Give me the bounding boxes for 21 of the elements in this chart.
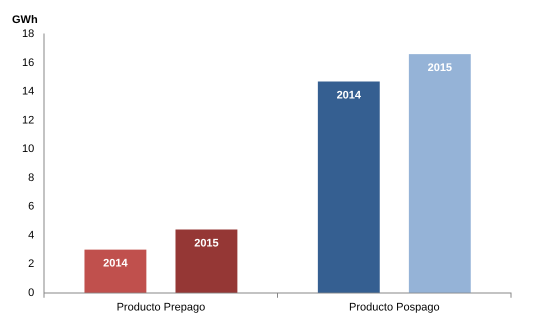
text: 2014 xyxy=(336,89,362,102)
y-tick-label: 2 xyxy=(28,258,34,270)
x-tick-label: Producto Prepago xyxy=(116,301,206,314)
y-tick-label: 4 xyxy=(28,229,34,242)
y-tick-label: 8 xyxy=(28,172,34,184)
series-label: 2015 xyxy=(428,62,452,74)
y-tick-label: 0 xyxy=(28,286,34,299)
bar xyxy=(175,230,238,293)
y-tick-label: 14 xyxy=(22,86,34,98)
y-tick-label: 12 xyxy=(22,114,34,126)
y-axis-title: GWh xyxy=(12,14,38,26)
series-label: 2014 xyxy=(103,258,129,270)
text: 2015 xyxy=(194,238,219,250)
bar xyxy=(318,81,380,293)
x-tick-label: Producto Pospago xyxy=(349,301,440,314)
y-tick-label: 18 xyxy=(22,28,34,40)
y-tick-label: 6 xyxy=(28,200,34,213)
bar xyxy=(84,250,146,293)
bar xyxy=(408,54,471,293)
y-tick-label: 16 xyxy=(22,56,34,69)
y-tick-label: 10 xyxy=(22,143,34,156)
